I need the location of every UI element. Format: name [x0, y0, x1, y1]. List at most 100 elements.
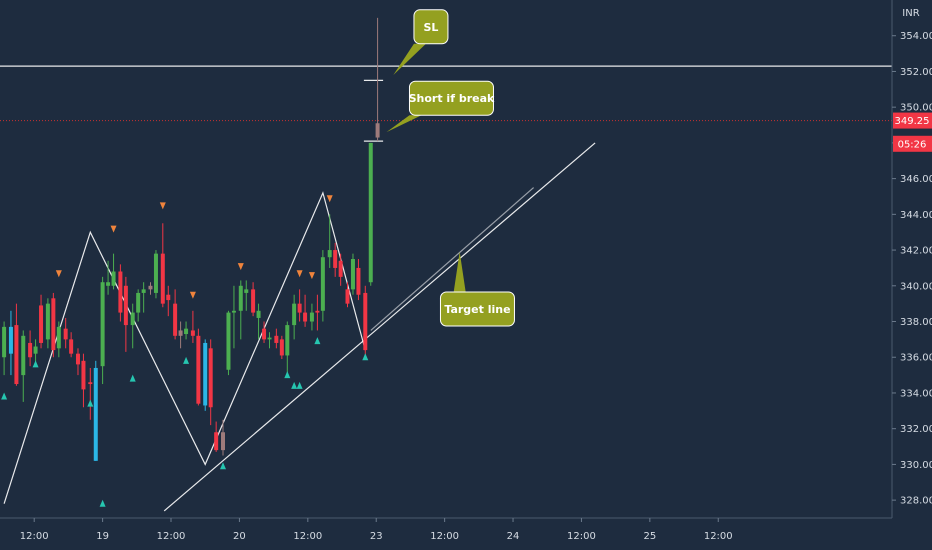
price-badge-label: 349.25 — [895, 116, 930, 127]
candle — [251, 282, 256, 317]
candle — [345, 282, 350, 308]
time-tick-label: 12:00 — [567, 531, 596, 542]
candle-body — [203, 342, 208, 406]
candle — [338, 253, 343, 286]
callout-box — [408, 80, 494, 116]
candle-body — [21, 335, 26, 376]
candle — [315, 294, 320, 331]
candle-body — [45, 303, 50, 340]
time-axis[interactable]: 12:00 19 12:00 20 12:00 23 12:00 24 12:00 25 12:00 — [0, 517, 892, 542]
candle-body — [14, 325, 19, 385]
callout[interactable]: SL — [393, 9, 449, 76]
candle — [178, 321, 183, 349]
candle-body — [56, 326, 61, 349]
candle-body — [303, 312, 308, 322]
candle-body — [148, 285, 153, 290]
candle — [190, 310, 195, 343]
time-tick-label: 23 — [370, 531, 383, 542]
candle-body — [214, 432, 219, 451]
price-tick-label: 352.00 — [900, 67, 932, 78]
price-tick-label: 340.00 — [900, 281, 932, 292]
candle-body — [333, 250, 338, 268]
sell-signal-marker — [189, 291, 196, 299]
candle — [130, 303, 135, 349]
callout[interactable]: Target line — [439, 251, 515, 327]
candle — [39, 294, 44, 349]
candle — [8, 310, 13, 376]
candle-body — [226, 312, 231, 370]
candle-body — [173, 303, 178, 336]
callout-label: SL — [423, 21, 438, 34]
sell-signal-marker — [296, 270, 303, 278]
candle-body — [262, 328, 267, 340]
candle — [45, 298, 50, 349]
buy-signal-marker — [362, 353, 369, 361]
candle-body — [274, 335, 279, 343]
candle-body — [375, 123, 380, 138]
price-badge-box — [893, 135, 932, 152]
price-tick-label: 346.00 — [900, 174, 932, 185]
buy-signal-marker — [220, 462, 226, 470]
candle-body — [285, 325, 290, 356]
sell-signal-marker — [55, 270, 62, 278]
candle — [14, 303, 19, 386]
sell-signal-marker — [159, 202, 166, 210]
sell-signal-marker — [308, 272, 315, 280]
candle — [118, 264, 123, 322]
candle — [303, 294, 308, 327]
candle — [375, 17, 380, 142]
callout-pointer — [386, 115, 422, 133]
price-tick-label: 354.00 — [900, 31, 932, 42]
candle-body — [363, 292, 368, 351]
drawing-lines[interactable] — [0, 65, 892, 512]
candle — [88, 367, 93, 420]
price-badge-box — [893, 112, 932, 129]
candle-body — [93, 367, 98, 461]
candle-body — [69, 339, 74, 354]
trendline-secondary[interactable] — [370, 187, 534, 331]
price-axis[interactable]: 328.00 330.00 332.00 334.00 336.00 338.00 340.… — [891, 0, 932, 518]
candle-body — [256, 310, 261, 318]
callout-label: Target line — [444, 303, 510, 316]
candle-body — [166, 294, 171, 301]
candle — [93, 360, 98, 461]
candle-body — [63, 328, 68, 340]
price-badge-label: 05:26 — [898, 139, 927, 150]
candle-body — [279, 339, 284, 356]
candle-body — [2, 326, 7, 358]
candle-body — [100, 282, 105, 367]
candle-body — [51, 298, 56, 351]
price-tick-label: 336.00 — [900, 353, 932, 364]
candle-body — [350, 259, 355, 290]
zigzag[interactable] — [3, 191, 366, 504]
callout-box — [413, 9, 449, 45]
sell-signal-marker — [110, 225, 117, 233]
candle — [274, 328, 279, 349]
buy-signal-marker — [183, 356, 190, 364]
candle-body — [327, 250, 332, 258]
candle-body — [238, 285, 243, 311]
time-tick-label: 12:00 — [157, 531, 186, 542]
buy-signal-marker — [32, 360, 39, 368]
candle — [368, 142, 373, 286]
trendline-main[interactable] — [163, 142, 596, 512]
candle-body — [88, 382, 93, 385]
candle — [231, 285, 236, 349]
candle-body — [251, 289, 256, 313]
price-tick-label: 342.00 — [900, 246, 932, 257]
candle — [51, 292, 56, 358]
buy-signal-marker — [314, 337, 321, 345]
callouts[interactable]: SL Short if break Target line — [386, 9, 515, 327]
candle — [214, 421, 219, 452]
buy-signal-marker — [129, 374, 136, 382]
candle-body — [338, 260, 343, 277]
candle — [141, 282, 146, 313]
candle-body — [141, 289, 146, 293]
candle — [292, 294, 297, 340]
candle — [28, 330, 33, 367]
callout[interactable]: Short if break — [386, 80, 495, 133]
callout-pointer — [453, 251, 466, 293]
candle-body — [231, 310, 236, 313]
candle-body — [111, 271, 116, 286]
